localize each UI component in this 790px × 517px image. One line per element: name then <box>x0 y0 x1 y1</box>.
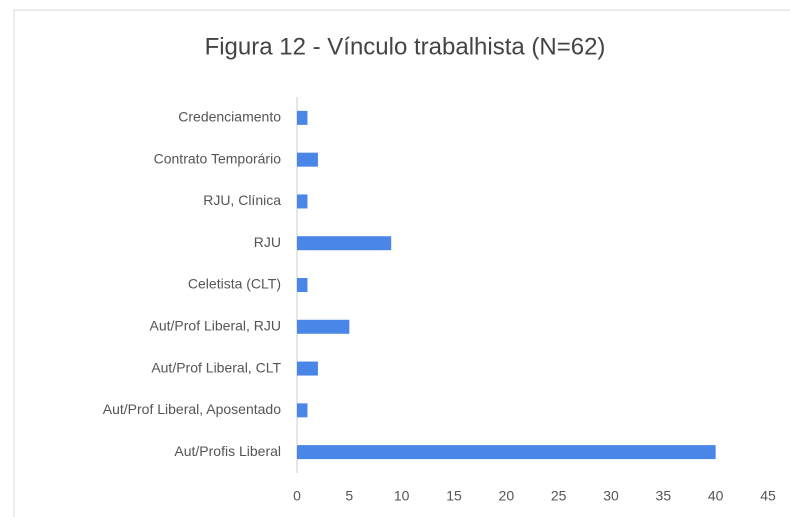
bar <box>297 319 350 334</box>
bar <box>297 278 308 292</box>
x-tick-label: 35 <box>656 488 672 504</box>
bar <box>297 361 318 376</box>
x-tick-label: 5 <box>345 488 353 504</box>
bar <box>297 403 308 418</box>
x-tick-label: 15 <box>446 488 462 504</box>
bar <box>297 236 392 251</box>
y-tick-label: Celetista (CLT) <box>188 276 281 292</box>
y-tick-label: Aut/Prof Liberal, Aposentado <box>103 401 281 417</box>
chart-frame <box>13 9 790 517</box>
x-tick-label: 0 <box>293 488 301 504</box>
y-tick-label: Aut/Profis Liberal <box>174 443 281 459</box>
y-tick-label: Aut/Prof Liberal, CLT <box>151 359 281 375</box>
y-tick-label: Aut/Prof Liberal, RJU <box>150 317 282 333</box>
y-tick-label: RJU <box>254 234 281 250</box>
y-tick-label: RJU, Clínica <box>203 192 281 208</box>
chart-title: Figura 12 - Vínculo trabalhista (N=62) <box>205 33 606 60</box>
bar <box>297 194 308 209</box>
bar <box>297 152 318 167</box>
y-tick-label: Contrato Temporário <box>154 150 282 166</box>
bar <box>297 445 716 460</box>
bar <box>297 110 308 125</box>
x-tick-label: 25 <box>551 488 567 504</box>
x-tick-label: 40 <box>708 488 724 504</box>
x-tick-label: 30 <box>603 488 619 504</box>
x-tick-label: 45 <box>760 488 776 504</box>
x-tick-label: 10 <box>394 488 410 504</box>
x-tick-label: 20 <box>499 488 515 504</box>
y-tick-label: Credenciamento <box>178 109 281 125</box>
